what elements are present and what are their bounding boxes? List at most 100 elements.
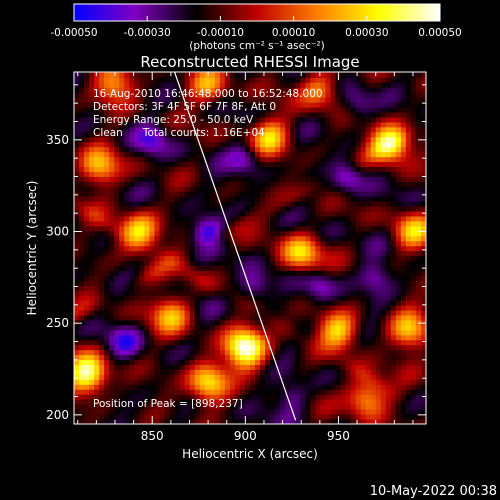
heatmap-pixel xyxy=(179,117,186,123)
heatmap-pixel xyxy=(255,146,261,153)
heatmap-pixel xyxy=(345,384,351,390)
heatmap-pixel xyxy=(255,260,261,266)
heatmap-pixel xyxy=(325,235,331,242)
heatmap-pixel xyxy=(109,82,115,88)
heatmap-pixel xyxy=(214,344,221,351)
heatmap-pixel xyxy=(154,300,160,306)
colorbar-tick-label: 0.00050 xyxy=(418,27,461,39)
heatmap-pixel xyxy=(124,285,130,291)
heatmap-pixel xyxy=(345,191,351,197)
heatmap-pixel xyxy=(149,409,155,415)
heatmap-pixel xyxy=(169,310,175,316)
heatmap-pixel xyxy=(89,320,95,326)
heatmap-pixel xyxy=(174,141,180,148)
heatmap-pixel xyxy=(335,240,341,247)
heatmap-pixel xyxy=(114,230,120,237)
heatmap-pixel xyxy=(405,414,412,420)
heatmap-pixel xyxy=(179,285,186,291)
heatmap-pixel xyxy=(350,107,356,113)
heatmap-pixel xyxy=(174,265,180,271)
heatmap-pixel xyxy=(400,141,407,148)
heatmap-pixel xyxy=(224,325,231,331)
heatmap-pixel xyxy=(149,117,155,123)
heatmap-pixel xyxy=(189,82,196,88)
heatmap-pixel xyxy=(365,245,372,252)
heatmap-pixel xyxy=(345,419,351,424)
heatmap-pixel xyxy=(320,107,326,113)
heatmap-pixel xyxy=(300,295,306,301)
heatmap-pixel xyxy=(189,354,196,361)
heatmap-pixel xyxy=(405,77,412,83)
heatmap-pixel xyxy=(174,260,180,266)
heatmap-pixel xyxy=(149,191,155,197)
heatmap-pixel xyxy=(305,329,311,336)
heatmap-pixel xyxy=(124,77,130,83)
heatmap-pixel xyxy=(330,399,336,405)
heatmap-pixel xyxy=(355,171,362,177)
heatmap-pixel xyxy=(149,349,155,356)
heatmap-pixel xyxy=(164,156,170,163)
heatmap-pixel xyxy=(209,275,216,281)
heatmap-pixel xyxy=(355,369,362,375)
heatmap-pixel xyxy=(385,122,392,128)
heatmap-pixel xyxy=(345,107,351,113)
heatmap-pixel xyxy=(330,221,336,227)
heatmap-pixel xyxy=(275,315,281,321)
heatmap-pixel xyxy=(134,112,140,118)
heatmap-pixel xyxy=(74,87,80,93)
heatmap-pixel xyxy=(124,260,130,266)
heatmap-pixel xyxy=(405,131,412,138)
heatmap-pixel xyxy=(209,181,216,187)
heatmap-pixel xyxy=(345,97,351,103)
heatmap-pixel xyxy=(405,329,412,336)
heatmap-pixel xyxy=(144,161,150,167)
heatmap-pixel xyxy=(244,221,251,227)
heatmap-pixel xyxy=(114,414,120,420)
heatmap-pixel xyxy=(114,196,120,202)
heatmap-pixel xyxy=(144,394,150,400)
heatmap-pixel xyxy=(219,389,226,395)
heatmap-pixel xyxy=(410,399,417,405)
heatmap-pixel xyxy=(250,245,256,252)
heatmap-pixel xyxy=(124,404,130,410)
heatmap-pixel xyxy=(129,161,135,167)
heatmap-pixel xyxy=(300,181,306,187)
heatmap-pixel xyxy=(275,389,281,395)
heatmap-pixel xyxy=(239,127,246,133)
heatmap-pixel xyxy=(99,156,105,163)
heatmap-pixel xyxy=(360,275,367,281)
heatmap-pixel xyxy=(139,230,145,237)
heatmap-pixel xyxy=(420,369,426,375)
heatmap-pixel xyxy=(209,280,216,286)
heatmap-pixel xyxy=(375,250,382,257)
heatmap-pixel xyxy=(340,270,346,276)
heatmap-pixel xyxy=(119,87,125,93)
heatmap-pixel xyxy=(164,404,170,410)
heatmap-pixel xyxy=(260,77,266,83)
heatmap-pixel xyxy=(164,285,170,291)
heatmap-pixel xyxy=(189,117,196,123)
heatmap-pixel xyxy=(310,112,316,118)
heatmap-pixel xyxy=(275,146,281,153)
heatmap-pixel xyxy=(405,285,412,291)
heatmap-pixel xyxy=(209,122,216,128)
heatmap-pixel xyxy=(199,265,206,271)
heatmap-pixel xyxy=(159,211,165,217)
heatmap-pixel xyxy=(124,399,130,405)
heatmap-pixel xyxy=(295,329,301,336)
heatmap-pixel xyxy=(184,260,191,266)
heatmap-pixel xyxy=(275,77,281,83)
heatmap-pixel xyxy=(290,191,296,197)
heatmap-pixel xyxy=(345,240,351,247)
heatmap-pixel xyxy=(340,176,346,182)
heatmap-pixel xyxy=(89,310,95,316)
heatmap-pixel xyxy=(229,176,236,182)
heatmap-pixel xyxy=(255,127,261,133)
heatmap-pixel xyxy=(94,87,100,93)
heatmap-pixel xyxy=(250,364,256,370)
heatmap-pixel xyxy=(229,151,236,158)
heatmap-pixel xyxy=(204,201,211,207)
heatmap-pixel xyxy=(310,216,316,222)
heatmap-pixel xyxy=(109,186,115,192)
heatmap-pixel xyxy=(159,166,165,172)
